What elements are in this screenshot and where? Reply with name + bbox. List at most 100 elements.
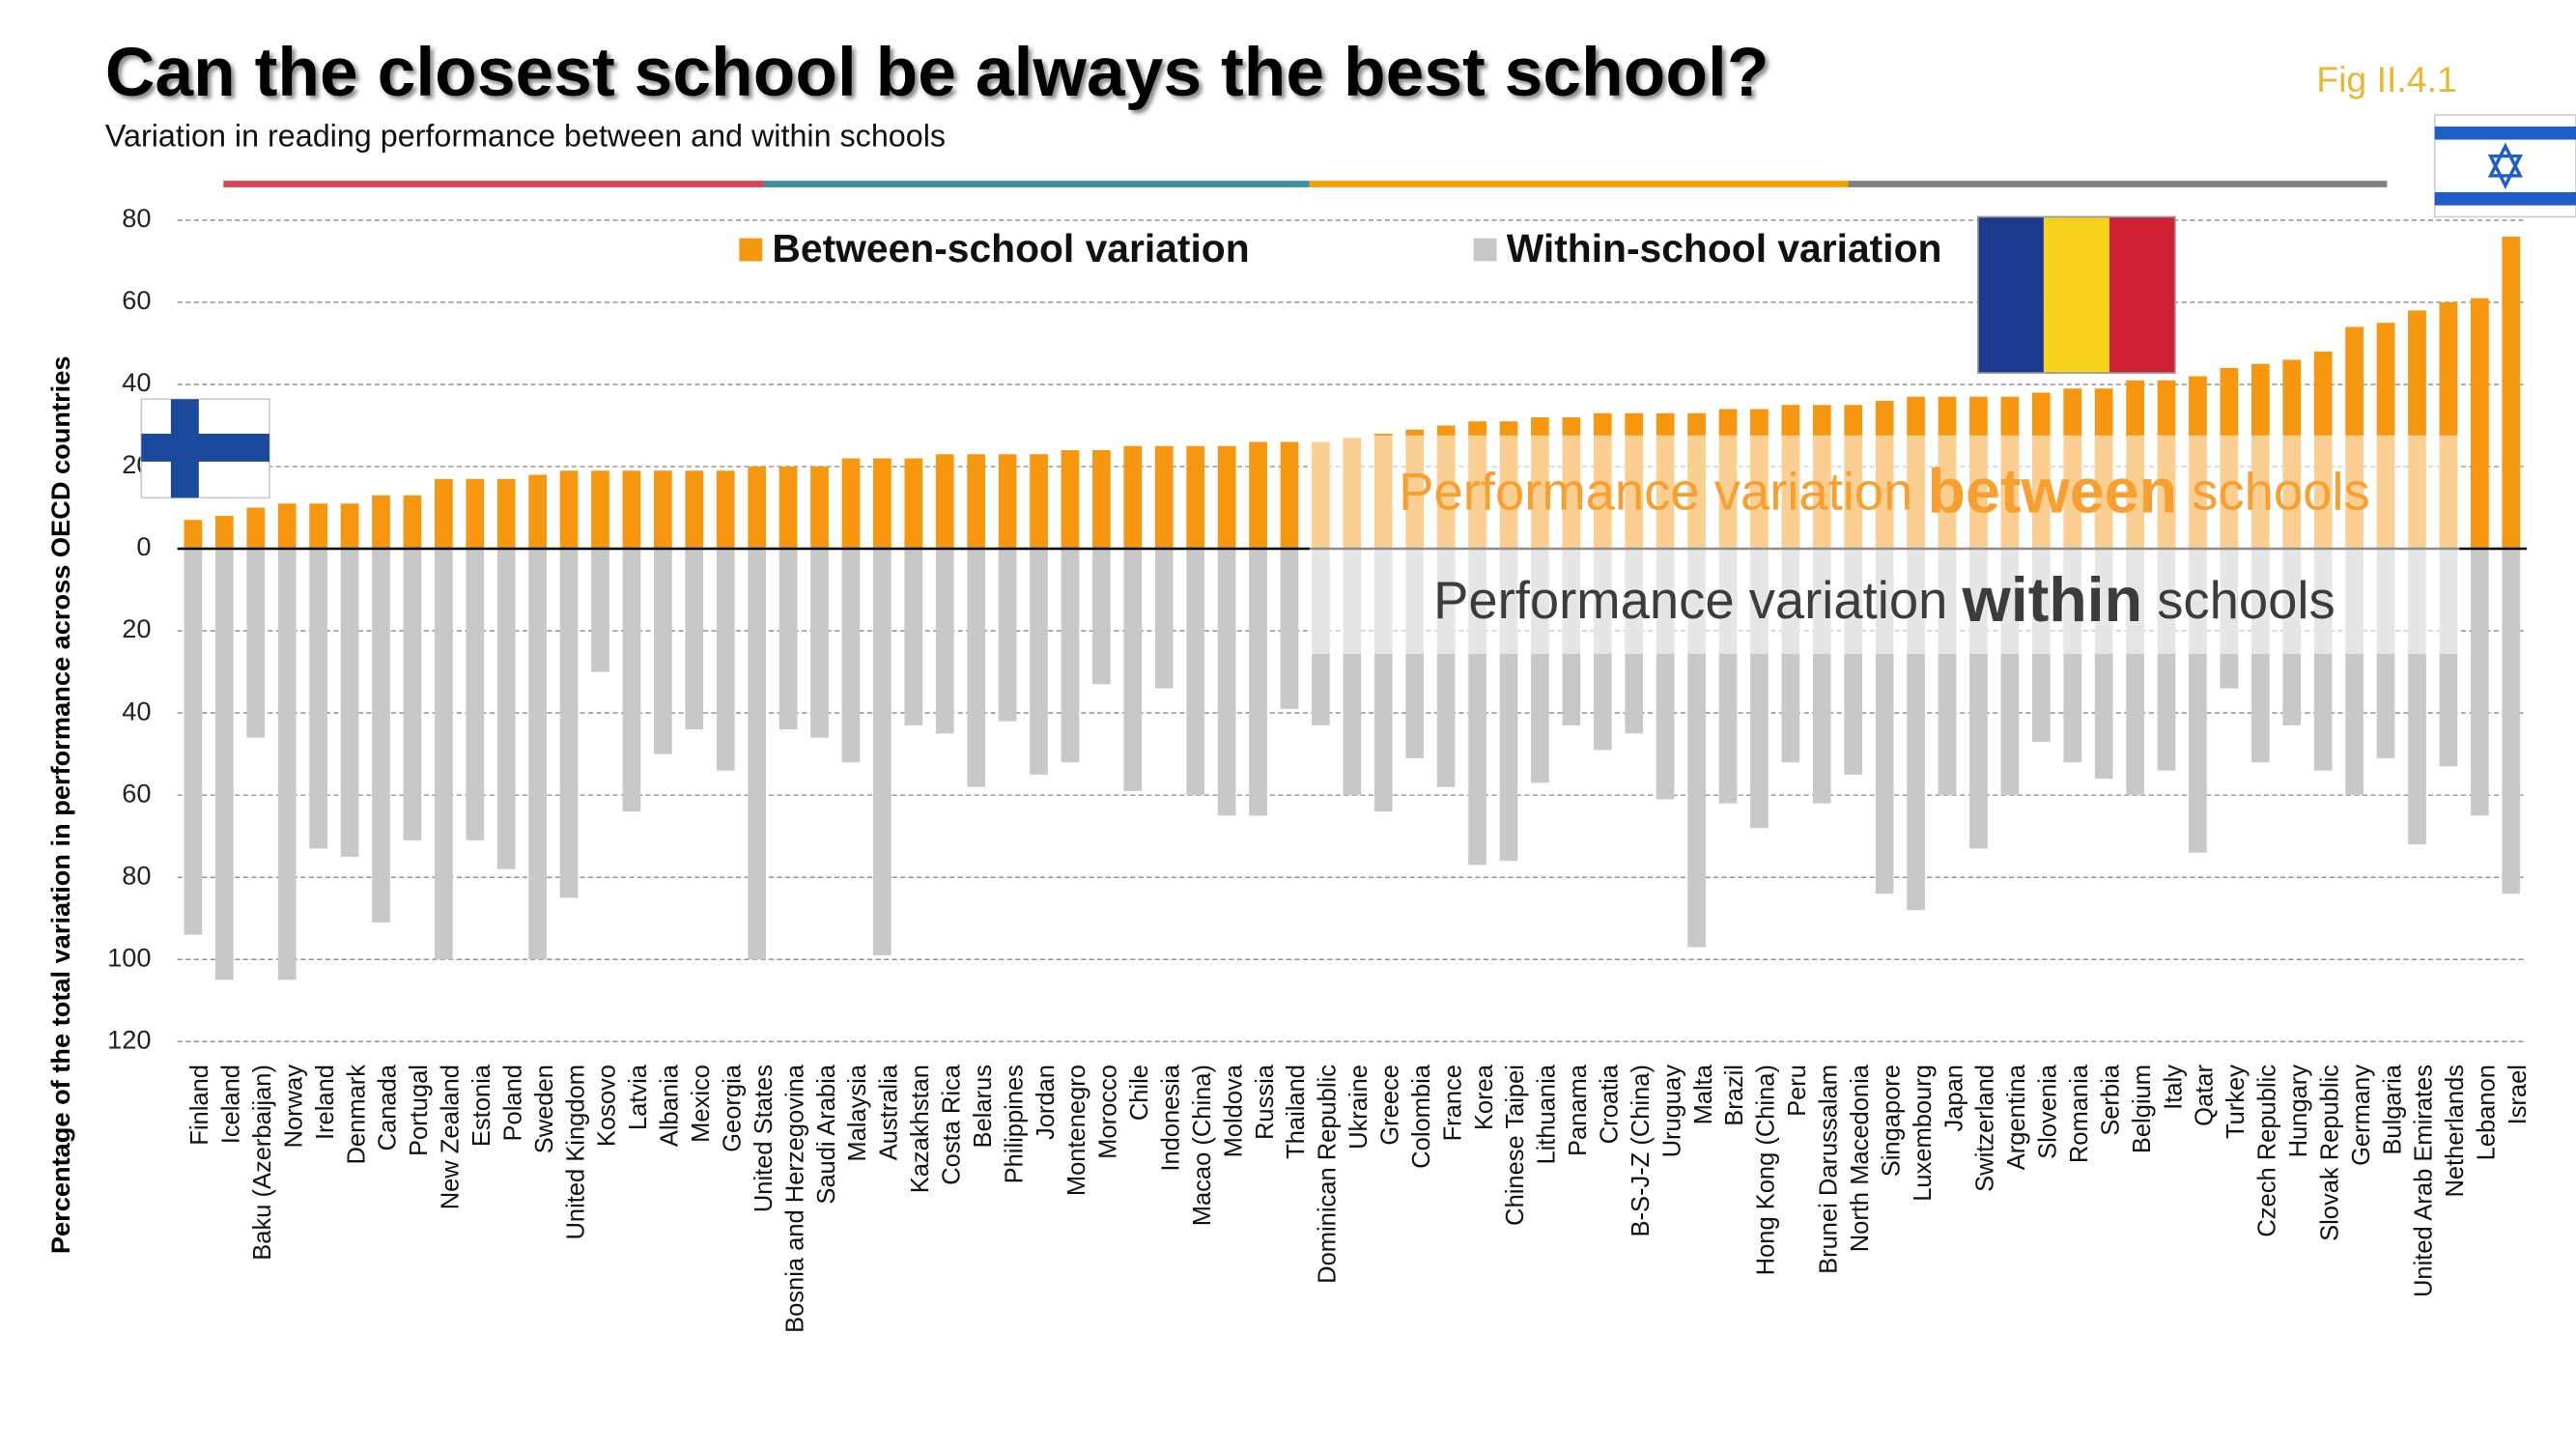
bar — [214, 549, 234, 980]
x-tick-label: Italy — [2160, 1065, 2187, 1110]
x-tick-label: Philippines — [1001, 1065, 1028, 1183]
bar — [685, 470, 704, 550]
x-tick-label: Belgium — [2129, 1065, 2156, 1153]
bar — [246, 549, 266, 738]
x-tick-label: Indonesia — [1157, 1064, 1184, 1171]
x-tick-label: Croatia — [1597, 1064, 1624, 1144]
x-tick-label: United Kingdom — [562, 1065, 589, 1239]
bar — [748, 466, 767, 550]
y-tick-label: 40 — [122, 696, 151, 725]
bar — [1154, 549, 1174, 689]
flag-romania — [1977, 215, 2176, 374]
bar — [1186, 445, 1205, 550]
overlay-band — [1309, 435, 2460, 654]
bar — [1092, 449, 1111, 550]
bar — [1092, 549, 1111, 685]
x-tick-label: Portugal — [406, 1065, 433, 1156]
bar — [2502, 236, 2521, 550]
x-tick-label: France — [1439, 1065, 1466, 1141]
bar — [591, 549, 609, 672]
x-tick-label: Uruguay — [1658, 1065, 1685, 1158]
bar — [1061, 549, 1080, 763]
bar — [184, 549, 203, 935]
bar — [2470, 298, 2489, 550]
legend-swatch — [1473, 238, 1497, 262]
bar — [685, 549, 704, 730]
x-tick-label: Colombia — [1408, 1064, 1435, 1169]
bar — [967, 454, 986, 550]
x-tick-label: Jordan — [1033, 1065, 1060, 1140]
x-tick-label: Ukraine — [1345, 1065, 1373, 1150]
x-tick-label: Singapore — [1878, 1065, 1905, 1177]
bar — [778, 466, 798, 550]
bar — [277, 549, 297, 980]
bar — [528, 549, 548, 960]
x-tick-label: Germany — [2348, 1065, 2375, 1166]
bar — [998, 454, 1017, 550]
bar — [2502, 549, 2521, 895]
x-tick-label: Mexico — [688, 1065, 715, 1143]
bar — [246, 507, 266, 550]
bar — [496, 478, 516, 550]
bar — [434, 549, 453, 960]
x-tick-label: Chinese Taipei — [1502, 1065, 1529, 1226]
bar — [466, 478, 485, 550]
bar — [716, 549, 735, 771]
x-tick-label: Peru — [1784, 1065, 1811, 1117]
bar — [372, 549, 390, 923]
bar — [559, 549, 579, 898]
bar — [2470, 549, 2489, 816]
x-tick-label: Morocco — [1095, 1065, 1122, 1159]
bar — [277, 503, 297, 550]
x-tick-label: Montenegro — [1063, 1065, 1090, 1196]
x-tick-label: Iceland — [218, 1065, 245, 1144]
annotation-part: schools — [2177, 463, 2370, 522]
bar — [1030, 454, 1048, 550]
x-tick-label: Poland — [499, 1065, 526, 1141]
annotation-emphasis: between — [1928, 457, 2178, 526]
x-tick-label: Moldova — [1220, 1064, 1247, 1157]
x-tick-label: Greece — [1377, 1065, 1404, 1146]
bar — [873, 458, 892, 550]
bar — [841, 549, 861, 763]
x-tick-label: New Zealand — [438, 1065, 465, 1209]
x-tick-label: Denmark — [343, 1065, 370, 1165]
x-tick-label: North Macedonia — [1847, 1064, 1874, 1252]
x-tick-label: Malaysia — [844, 1064, 871, 1161]
x-tick-label: Malta — [1690, 1064, 1717, 1124]
x-tick-label: Hungary — [2285, 1065, 2312, 1158]
bar — [622, 470, 641, 550]
bar — [340, 503, 359, 550]
x-tick-label: Turkey — [2222, 1065, 2250, 1139]
bar — [184, 520, 203, 550]
bar — [778, 549, 798, 730]
x-tick-label: Czech Republic — [2254, 1065, 2281, 1237]
bar — [1217, 445, 1236, 550]
bar — [935, 454, 954, 550]
x-tick-label: Israel — [2505, 1065, 2532, 1124]
x-tick-label: Chile — [1126, 1065, 1153, 1121]
x-tick-label: Norway — [280, 1065, 307, 1149]
x-tick-label: Latvia — [625, 1064, 652, 1130]
bar — [654, 470, 672, 550]
bar — [559, 470, 579, 550]
x-tick-label: Slovak Republic — [2316, 1065, 2343, 1241]
flag-finland — [140, 398, 270, 499]
bar — [214, 516, 234, 550]
x-tick-label: Romania — [2066, 1064, 2093, 1163]
bar — [1217, 549, 1236, 816]
x-tick-label: Kazakhstan — [907, 1065, 934, 1193]
y-tick-label: 60 — [122, 778, 151, 808]
bar — [873, 549, 892, 955]
flag-israel — [2433, 114, 2576, 218]
y-tick-label: 80 — [122, 860, 151, 890]
y-tick-label: 100 — [107, 942, 151, 972]
bar — [403, 549, 422, 840]
y-tick-label: 20 — [122, 613, 151, 643]
bar — [372, 495, 390, 550]
x-tick-label: Australia — [876, 1064, 903, 1160]
x-tick-label: Georgia — [719, 1064, 746, 1152]
bar — [622, 549, 641, 812]
legend-label: Between-school variation — [772, 226, 1249, 270]
